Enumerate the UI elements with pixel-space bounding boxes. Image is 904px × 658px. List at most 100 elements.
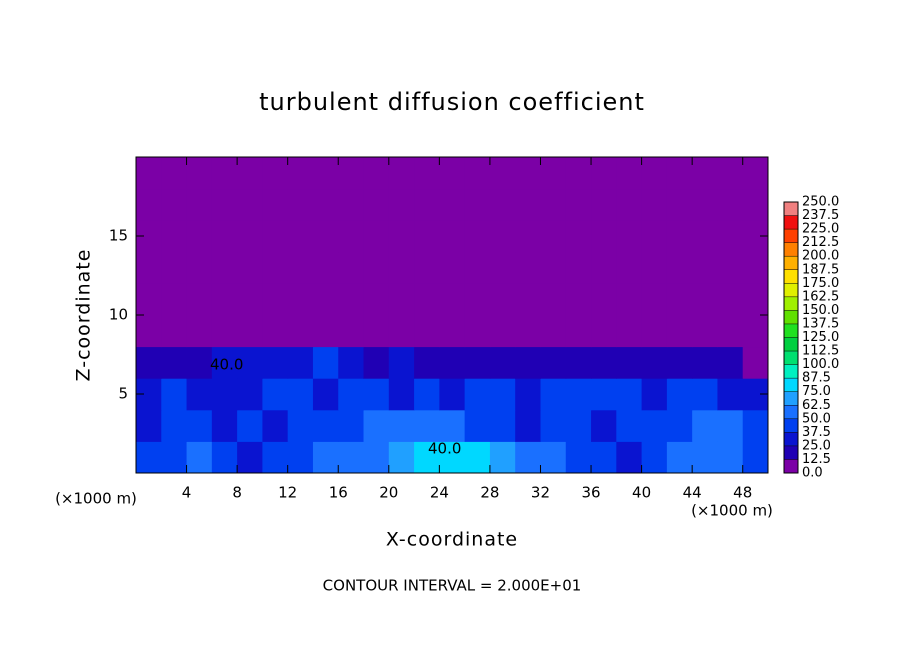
field-cell bbox=[136, 251, 162, 284]
field-cell bbox=[211, 409, 238, 442]
field-cell bbox=[262, 378, 289, 411]
field-cell bbox=[666, 441, 693, 474]
field-cell bbox=[464, 220, 491, 253]
field-cell bbox=[186, 157, 213, 190]
field-cell bbox=[414, 188, 440, 221]
field-cell bbox=[312, 157, 339, 190]
field-cell bbox=[211, 378, 238, 411]
field-cell bbox=[186, 283, 213, 316]
colorbar-label: 75.0 bbox=[802, 384, 831, 399]
field-cell bbox=[287, 378, 314, 411]
field-cell bbox=[237, 188, 263, 221]
field-cell bbox=[363, 251, 390, 284]
field-cell bbox=[439, 157, 466, 190]
field-cell bbox=[439, 251, 466, 284]
field-cell bbox=[161, 315, 188, 348]
field-cell bbox=[186, 378, 213, 411]
colorbar-segment bbox=[784, 296, 798, 311]
field-cell bbox=[388, 441, 415, 474]
x-tick-label: 16 bbox=[329, 484, 348, 502]
field-cell bbox=[464, 441, 491, 474]
colorbar-segment bbox=[784, 229, 798, 243]
field-cell bbox=[237, 409, 263, 442]
field-cell bbox=[742, 441, 769, 474]
field-cell bbox=[363, 220, 390, 253]
field-cell bbox=[540, 346, 567, 379]
field-cell bbox=[540, 251, 567, 284]
field-cell bbox=[237, 251, 263, 284]
field-cell bbox=[312, 378, 339, 411]
field-cell bbox=[540, 188, 567, 221]
field-cell bbox=[641, 346, 668, 379]
field-cell bbox=[211, 315, 238, 348]
field-cell bbox=[717, 251, 744, 284]
x-tick-label: 12 bbox=[278, 484, 297, 502]
colorbar-segment bbox=[784, 351, 798, 365]
colorbar-label: 112.5 bbox=[802, 344, 839, 359]
field-cell bbox=[565, 409, 592, 442]
field-cell bbox=[338, 251, 365, 284]
y-tick-label: 10 bbox=[109, 306, 128, 324]
field-cell bbox=[464, 283, 491, 316]
field-cell bbox=[312, 283, 339, 316]
field-cell bbox=[641, 188, 668, 221]
field-cell bbox=[489, 251, 516, 284]
field-cell bbox=[666, 315, 693, 348]
field-cell bbox=[211, 441, 238, 474]
field-cell bbox=[692, 441, 718, 474]
colorbar-segment bbox=[784, 432, 798, 446]
field-cell bbox=[616, 157, 643, 190]
field-cell bbox=[136, 441, 162, 474]
field-cell bbox=[641, 283, 668, 316]
field-cell bbox=[287, 441, 314, 474]
field-cell bbox=[414, 441, 440, 474]
field-cell bbox=[338, 378, 365, 411]
field-cell bbox=[312, 409, 339, 442]
field-cell bbox=[363, 409, 390, 442]
footnote: CONTOUR INTERVAL = 2.000E+01 bbox=[323, 577, 582, 595]
field-cell bbox=[262, 283, 289, 316]
field-cell bbox=[414, 409, 440, 442]
x-tick-label: 8 bbox=[232, 484, 242, 502]
field-cell bbox=[717, 409, 744, 442]
colorbar-label: 87.5 bbox=[802, 371, 831, 386]
field-cell bbox=[540, 409, 567, 442]
colorbar-segment bbox=[784, 323, 798, 338]
field-cell bbox=[540, 283, 567, 316]
field-cell bbox=[641, 251, 668, 284]
colorbar-segment bbox=[784, 337, 798, 352]
x-tick-label: 48 bbox=[733, 484, 752, 502]
field-cell bbox=[136, 283, 162, 316]
colorbar-segment bbox=[784, 405, 798, 419]
field-cell bbox=[338, 441, 365, 474]
field-cell bbox=[692, 283, 718, 316]
colorbar-label: 225.0 bbox=[802, 222, 839, 237]
colorbar-segment bbox=[784, 202, 798, 216]
field-cell bbox=[237, 283, 263, 316]
field-cell bbox=[287, 315, 314, 348]
field-cell bbox=[161, 157, 188, 190]
field-cell bbox=[489, 346, 516, 379]
field-cell bbox=[414, 315, 440, 348]
field-cell bbox=[136, 315, 162, 348]
field-cell bbox=[666, 251, 693, 284]
colorbar-segment bbox=[784, 418, 798, 433]
colorbar-label: 137.5 bbox=[802, 316, 839, 331]
colorbar-label: 212.5 bbox=[802, 235, 839, 250]
colorbar-segment bbox=[784, 391, 798, 406]
field-cell bbox=[591, 378, 617, 411]
field-cell bbox=[338, 315, 365, 348]
colorbar-label: 175.0 bbox=[802, 276, 839, 291]
field-cell bbox=[565, 220, 592, 253]
colorbar-segment bbox=[784, 242, 798, 257]
field-cell bbox=[262, 220, 289, 253]
field-cell bbox=[262, 315, 289, 348]
field-cell bbox=[717, 220, 744, 253]
field-cell bbox=[515, 409, 541, 442]
colorbar-segment bbox=[784, 215, 798, 230]
field-cell bbox=[312, 315, 339, 348]
field-cell bbox=[186, 315, 213, 348]
field-cell bbox=[464, 315, 491, 348]
field-cell bbox=[565, 188, 592, 221]
